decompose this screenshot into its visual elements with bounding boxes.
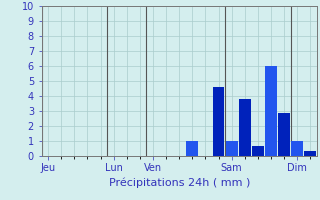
Bar	[187, 141, 198, 156]
Bar	[252, 146, 264, 156]
Bar	[212, 87, 224, 156]
Bar	[265, 66, 277, 156]
Bar	[278, 112, 290, 156]
X-axis label: Précipitations 24h ( mm ): Précipitations 24h ( mm )	[108, 177, 250, 188]
Bar	[239, 99, 251, 156]
Bar	[291, 141, 303, 156]
Bar	[304, 151, 316, 156]
Bar	[226, 141, 237, 156]
